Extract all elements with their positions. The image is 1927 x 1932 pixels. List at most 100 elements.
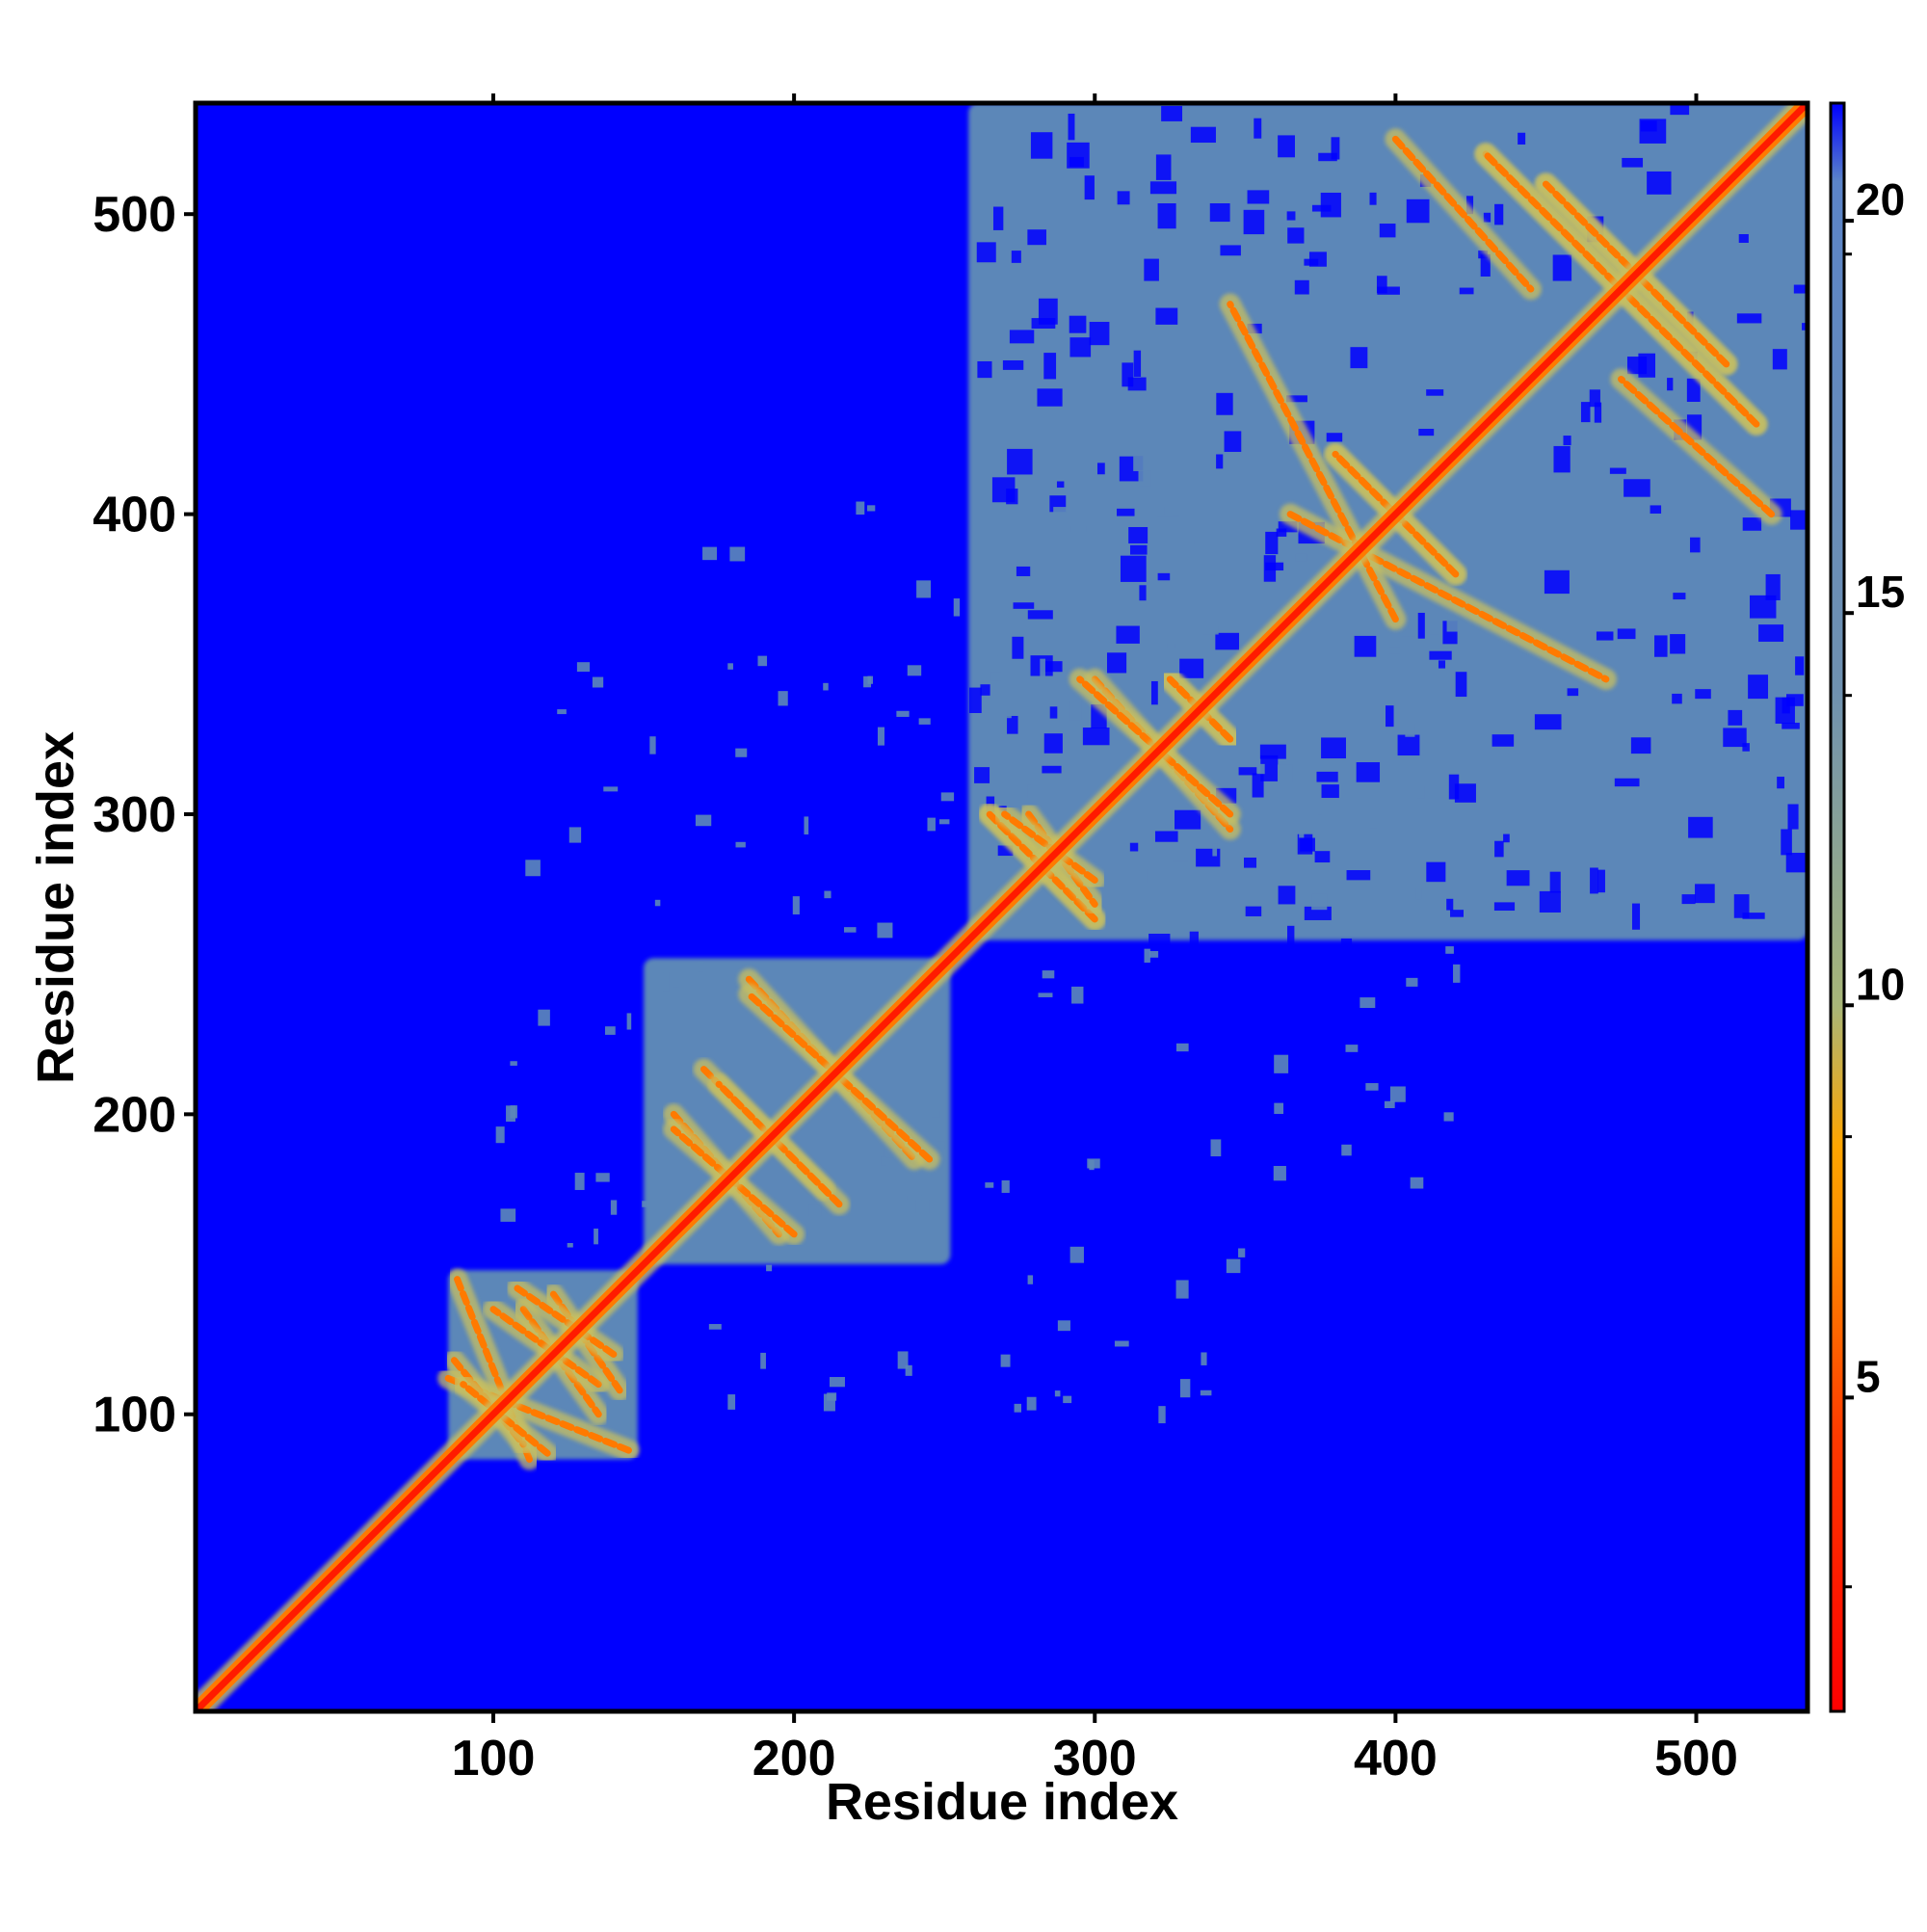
- texture-hole: [1695, 884, 1715, 904]
- texture-hole: [1553, 445, 1571, 473]
- sparse-contact: [1069, 1246, 1084, 1263]
- texture-hole: [1670, 634, 1686, 654]
- sparse-contact: [1445, 946, 1454, 954]
- texture-hole: [1491, 734, 1515, 747]
- heatmap-area: [196, 103, 1808, 1711]
- sparse-contact: [1057, 1320, 1070, 1332]
- texture-hole: [1673, 593, 1686, 600]
- sparse-contact: [823, 682, 829, 691]
- texture-hole: [1350, 347, 1368, 369]
- texture-hole: [1631, 903, 1641, 930]
- sparse-contact: [918, 718, 931, 725]
- sparse-contact: [916, 580, 932, 598]
- texture-hole: [1287, 227, 1305, 244]
- texture-hole: [1552, 254, 1572, 281]
- sparse-contact: [1040, 658, 1045, 677]
- texture-hole: [1043, 733, 1063, 754]
- texture-hole: [1738, 233, 1749, 243]
- texture-hole: [1297, 834, 1313, 855]
- texture-hole: [1007, 448, 1033, 475]
- sparse-contact: [699, 962, 704, 972]
- texture-hole: [1418, 429, 1435, 437]
- texture-hole: [1539, 890, 1561, 913]
- texture-hole: [1320, 192, 1341, 218]
- sparse-contact: [1175, 1043, 1189, 1052]
- texture-hole: [1785, 853, 1807, 873]
- sparse-contact: [1299, 821, 1305, 838]
- texture-hole: [1596, 631, 1614, 641]
- sparse-contact: [905, 1364, 912, 1376]
- sparse-contact: [557, 709, 567, 715]
- texture-hole: [1287, 925, 1295, 951]
- texture-hole: [1155, 307, 1178, 325]
- sparse-contact: [804, 816, 809, 834]
- texture-hole: [1787, 804, 1799, 830]
- texture-hole: [1450, 910, 1464, 917]
- colorbar-scale: [1829, 101, 1846, 1713]
- sparse-contact: [495, 1126, 505, 1144]
- sparse-contact: [642, 1201, 651, 1207]
- texture-hole: [1012, 636, 1024, 659]
- texture-hole: [1150, 680, 1158, 705]
- texture-hole: [1483, 212, 1491, 223]
- sparse-contact: [1405, 723, 1415, 737]
- texture-hole: [1069, 315, 1087, 333]
- texture-hole: [1617, 628, 1636, 640]
- sparse-contact: [867, 505, 876, 512]
- sparse-contact: [1158, 1406, 1166, 1424]
- texture-hole: [1179, 658, 1204, 678]
- texture-hole: [1316, 771, 1338, 782]
- sparse-contact: [1389, 1086, 1406, 1102]
- sparse-contact: [1416, 785, 1425, 799]
- sparse-contact: [1014, 1403, 1021, 1413]
- sparse-contact: [1148, 950, 1159, 958]
- texture-hole: [1041, 661, 1063, 673]
- texture-hole: [1622, 157, 1644, 168]
- sparse-contact: [1069, 701, 1082, 721]
- sparse-contact: [1129, 863, 1140, 871]
- y-tick-label: 400: [92, 488, 176, 543]
- texture-hole: [1590, 867, 1598, 894]
- texture-hole: [1056, 481, 1065, 489]
- sparse-contact: [985, 1182, 994, 1188]
- texture-hole: [1594, 402, 1602, 423]
- texture-hole: [1728, 709, 1743, 726]
- texture-hole: [977, 360, 992, 379]
- sparse-contact: [729, 546, 746, 562]
- texture-hole: [1567, 688, 1579, 697]
- texture-hole: [1209, 203, 1230, 223]
- y-tick-label: 300: [92, 787, 176, 843]
- sparse-contact: [1362, 897, 1374, 913]
- colorbar: 5 10 15 20: [1829, 101, 1905, 1713]
- sparse-contact: [1429, 627, 1439, 635]
- texture-hole: [1155, 154, 1172, 180]
- texture-hole: [1795, 656, 1805, 675]
- texture-hole: [1459, 287, 1474, 295]
- sparse-contact: [1446, 613, 1461, 632]
- sparse-contact: [990, 672, 1002, 681]
- sparse-contact: [1274, 1102, 1284, 1114]
- texture-hole: [991, 477, 1016, 503]
- texture-hole: [1245, 906, 1262, 916]
- texture-hole: [1331, 137, 1340, 160]
- texture-hole: [1243, 209, 1265, 235]
- sparse-contact: [766, 1264, 773, 1272]
- texture-hole: [1129, 842, 1139, 852]
- texture-hole: [1626, 357, 1648, 375]
- sparse-contact: [702, 546, 718, 561]
- sparse-contact: [604, 1026, 616, 1035]
- texture-hole: [1765, 573, 1781, 600]
- sparse-contact: [567, 1243, 573, 1248]
- texture-hole: [1623, 479, 1650, 497]
- texture-hole: [1772, 349, 1787, 370]
- sparse-contact: [576, 662, 591, 673]
- texture-hole: [1011, 251, 1021, 263]
- texture-hole: [1686, 378, 1701, 403]
- texture-hole: [1695, 689, 1711, 700]
- sparse-contact: [1027, 1275, 1034, 1284]
- sparse-contact: [953, 598, 961, 617]
- sparse-contact: [757, 655, 768, 667]
- sparse-contact: [592, 676, 604, 688]
- texture-hole: [1506, 870, 1530, 887]
- sparse-contact: [1114, 1340, 1129, 1347]
